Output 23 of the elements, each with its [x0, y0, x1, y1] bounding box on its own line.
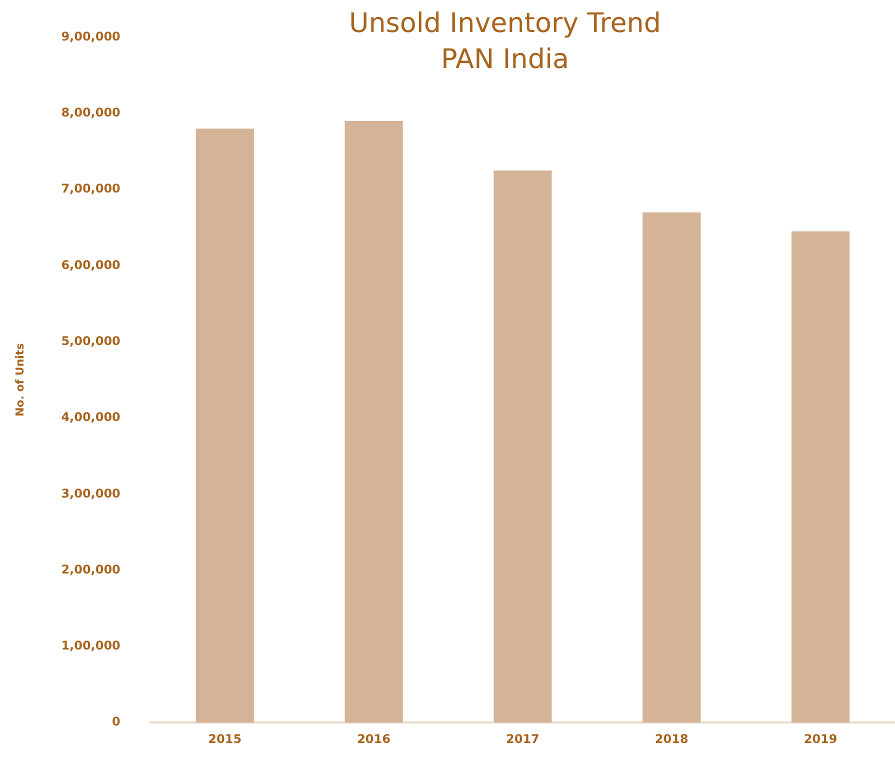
bar	[196, 128, 254, 723]
x-tick-label: 2015	[208, 732, 242, 746]
y-tick-label: 4,00,000	[61, 410, 120, 424]
y-tick-label: 9,00,000	[61, 29, 120, 44]
y-tick-label: 5,00,000	[61, 334, 120, 348]
x-tick-label: 2018	[654, 732, 688, 746]
x-tick-label: 2019	[804, 732, 838, 746]
y-axis-title: No. of Units	[13, 342, 26, 417]
y-tick-label: 2,00,000	[61, 562, 120, 576]
bar	[494, 170, 552, 723]
x-tick-label: 2017	[506, 732, 540, 746]
y-tick-label: 8,00,000	[61, 105, 120, 120]
bar	[344, 120, 403, 723]
y-tick-label: 1,00,000	[61, 638, 120, 653]
chart-title: Unsold Inventory Trend	[348, 7, 662, 41]
bar	[792, 231, 850, 723]
y-tick-label: 0	[112, 714, 120, 729]
y-tick-label: 6,00,000	[61, 258, 120, 272]
x-tick-label: 2016	[357, 732, 390, 746]
y-tick-label: 3,00,000	[61, 486, 120, 500]
y-tick-label: 7,00,000	[61, 182, 120, 196]
chart-subtitle: PAN India	[440, 43, 570, 77]
bar	[642, 212, 701, 723]
